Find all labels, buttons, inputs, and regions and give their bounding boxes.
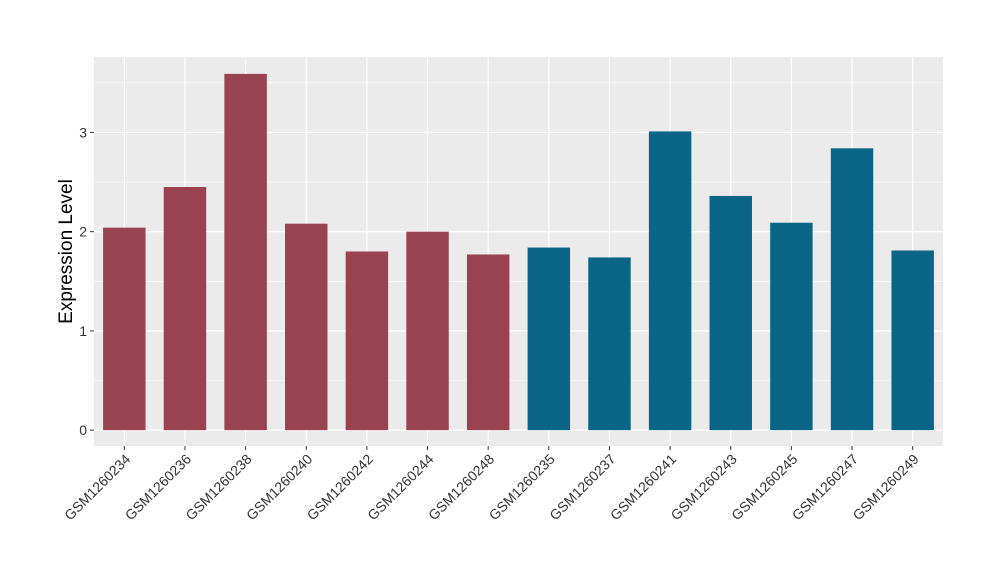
bar-GSM1260243 — [709, 195, 752, 431]
bar-GSM1260238 — [224, 73, 267, 431]
bar-GSM1260234 — [103, 227, 146, 431]
bar-GSM1260249 — [891, 250, 934, 431]
bar-GSM1260235 — [527, 247, 571, 431]
y-tick-label: 1 — [79, 323, 87, 339]
bar-GSM1260247 — [830, 148, 874, 431]
y-tick-label: 2 — [79, 224, 87, 240]
bar-GSM1260241 — [648, 131, 692, 431]
bar-GSM1260236 — [163, 186, 207, 431]
y-axis: 0 1 2 3 — [79, 124, 94, 438]
bar-GSM1260245 — [770, 222, 813, 431]
bar-GSM1260248 — [466, 254, 510, 431]
bar-GSM1260237 — [588, 257, 631, 431]
bar-GSM1260242 — [345, 251, 389, 431]
y-tick-label: 0 — [79, 422, 87, 438]
y-tick-label: 3 — [79, 124, 87, 140]
bar-GSM1260240 — [285, 223, 328, 431]
x-axis: GSM1260234GSM1260236GSM1260238GSM1260240… — [61, 446, 922, 523]
y-axis-title: Expression Level — [56, 179, 77, 324]
bar-GSM1260244 — [406, 231, 449, 431]
bars — [103, 73, 934, 431]
plot-panel — [94, 57, 943, 446]
